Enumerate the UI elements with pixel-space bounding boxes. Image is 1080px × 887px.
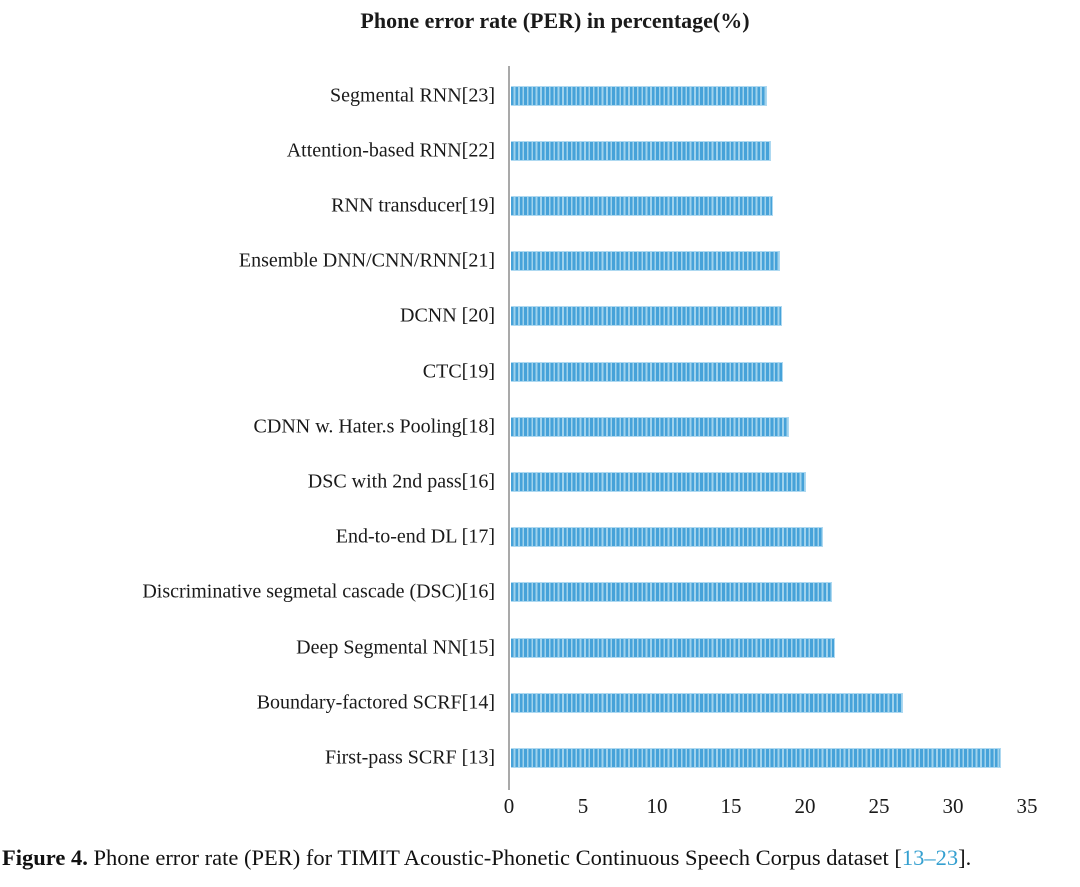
category-label: CDNN w. Hater.s Pooling[18] xyxy=(253,415,495,438)
y-axis-baseline xyxy=(508,66,510,790)
x-tick-label: 10 xyxy=(646,794,668,818)
bar xyxy=(511,361,784,382)
x-tick-label: 15 xyxy=(720,794,742,818)
chart-title: Phone error rate (PER) in percentage(%) xyxy=(360,8,750,33)
category-label: CTC[19] xyxy=(422,360,495,382)
category-label: Deep Segmental NN[15] xyxy=(296,636,495,658)
category-label: First-pass SCRF [13] xyxy=(324,746,495,769)
bar xyxy=(511,471,806,492)
category-label: Attention-based RNN[22] xyxy=(286,139,495,162)
bar xyxy=(511,140,772,161)
caption-text: Phone error rate (PER) for TIMIT Acousti… xyxy=(87,845,895,870)
bar xyxy=(511,85,768,106)
category-label: End-to-end DL [17] xyxy=(335,525,495,548)
x-tick-label: 0 xyxy=(503,794,515,818)
category-label: Segmental RNN[23] xyxy=(330,84,495,106)
bar xyxy=(511,692,904,713)
figure-label: Figure 4. xyxy=(2,845,88,870)
x-tick-label: 30 xyxy=(942,794,964,818)
bar xyxy=(511,747,1001,768)
x-tick-label: 20 xyxy=(794,794,816,818)
figure-caption: Figure 4. Phone error rate (PER) for TIM… xyxy=(2,843,1078,873)
bar xyxy=(511,527,824,548)
category-label: DSC with 2nd pass[16] xyxy=(307,470,495,493)
bar xyxy=(511,251,781,272)
bar xyxy=(511,582,833,603)
x-tick-label: 5 xyxy=(577,794,589,818)
bar xyxy=(511,306,782,327)
caption-bracket-close: ]. xyxy=(958,845,972,870)
category-label: DCNN [20] xyxy=(400,304,495,327)
citation-link[interactable]: 13–23 xyxy=(901,845,959,870)
x-tick-label: 25 xyxy=(868,794,890,818)
bar xyxy=(511,416,790,437)
category-label: Discriminative segmetal cascade (DSC)[16… xyxy=(142,580,495,603)
category-label: RNN transducer[19] xyxy=(331,194,495,217)
category-label: Boundary-factored SCRF[14] xyxy=(256,691,495,714)
caption-bracket-open: [ xyxy=(894,845,902,870)
bar xyxy=(511,637,836,658)
bar xyxy=(511,195,773,216)
x-tick-label: 35 xyxy=(1016,794,1038,818)
category-label: Ensemble DNN/CNN/RNN[21] xyxy=(238,249,495,272)
